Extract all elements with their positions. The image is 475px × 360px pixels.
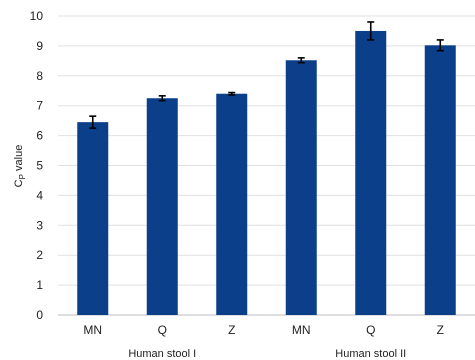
bar xyxy=(285,60,317,315)
y-tick-label: 2 xyxy=(36,248,43,262)
gridlines xyxy=(58,15,475,316)
y-tick-label: 8 xyxy=(36,69,43,83)
x-tick-label: Z xyxy=(228,323,235,337)
y-tick-label: 3 xyxy=(36,218,43,232)
group-label: Human stool I xyxy=(128,348,196,360)
error-bar xyxy=(297,57,305,64)
y-tick-label: 6 xyxy=(36,129,43,143)
y-tick-label: 9 xyxy=(36,39,43,53)
y-tick-label: 1 xyxy=(36,278,43,292)
bar xyxy=(146,98,178,315)
y-tick-label: 0 xyxy=(36,308,43,322)
error-bar xyxy=(89,115,97,129)
group-labels: Human stool I Human stool II xyxy=(128,348,406,360)
x-tick-label: Q xyxy=(366,323,375,337)
y-axis-label: CP value xyxy=(13,145,27,188)
error-bar xyxy=(367,21,375,41)
y-tick-label: 7 xyxy=(36,99,43,113)
bar xyxy=(77,122,109,316)
y-tick-labels: 0 1 2 3 4 5 6 7 8 9 10 xyxy=(30,9,44,322)
x-tick-labels: MN Q Z MN Q Z xyxy=(83,323,444,337)
error-bar xyxy=(436,39,444,52)
x-tick-label: MN xyxy=(83,323,102,337)
bar xyxy=(424,45,456,315)
x-tick-label: MN xyxy=(292,323,311,337)
bar xyxy=(355,30,387,315)
error-bar xyxy=(158,95,166,102)
x-tick-label: Z xyxy=(437,323,444,337)
y-tick-label: 5 xyxy=(36,159,43,173)
y-tick-label: 4 xyxy=(36,188,43,202)
x-tick-label: Q xyxy=(158,323,167,337)
y-tick-label: 10 xyxy=(30,9,44,23)
bar xyxy=(216,93,248,316)
group-label: Human stool II xyxy=(335,348,406,360)
error-bars xyxy=(89,21,444,129)
error-bar xyxy=(228,91,236,96)
bars xyxy=(77,30,456,316)
